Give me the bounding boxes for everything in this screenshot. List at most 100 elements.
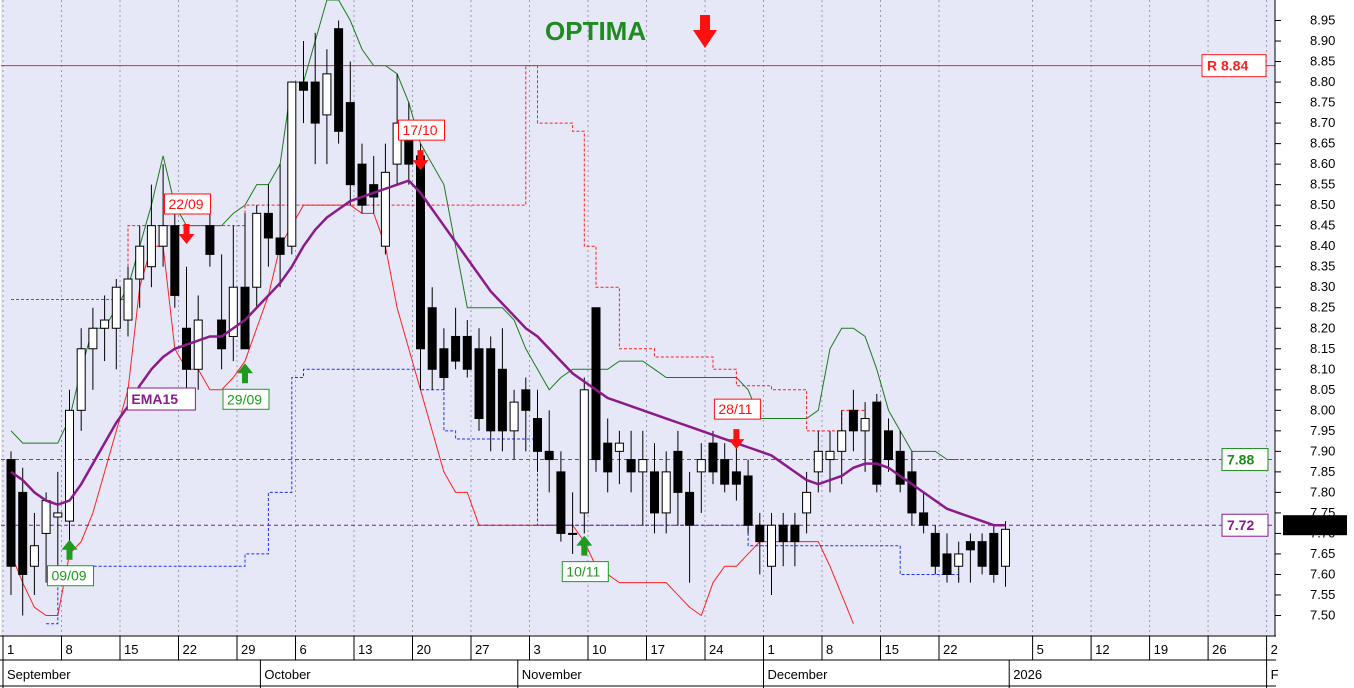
candle xyxy=(275,164,285,288)
candle xyxy=(731,443,741,501)
x-tick-label: 2 xyxy=(1271,642,1278,657)
x-tick-label: 1 xyxy=(768,642,775,657)
candle xyxy=(673,430,683,526)
candle-body xyxy=(977,541,987,567)
up-arrow-icon xyxy=(576,535,593,556)
y-tick-label: 8.90 xyxy=(1310,33,1335,48)
x-tick-label: 15 xyxy=(885,642,899,657)
month-label: F xyxy=(1271,667,1279,682)
x-tick-label: 6 xyxy=(300,642,307,657)
month-label: November xyxy=(522,667,583,682)
candle-body xyxy=(41,500,51,534)
candle-body xyxy=(462,335,472,370)
candles xyxy=(6,20,1010,616)
candle xyxy=(182,266,191,390)
signal-label-box xyxy=(561,561,609,583)
candle-body xyxy=(88,327,98,350)
y-tick-label: 8.25 xyxy=(1310,300,1335,315)
candle xyxy=(977,533,987,575)
candle-body xyxy=(825,450,835,461)
y-tick-label: 8.60 xyxy=(1310,156,1335,171)
candle-body xyxy=(767,524,776,567)
signal-label-text: 10/11 xyxy=(566,564,600,580)
candle-body xyxy=(334,28,344,132)
y-tick-label: 8.65 xyxy=(1310,136,1335,151)
candle-body xyxy=(731,471,741,485)
candle xyxy=(65,389,74,542)
y-tick-label: 8.10 xyxy=(1310,361,1335,376)
month-label: December xyxy=(768,667,829,682)
candle-body xyxy=(743,475,753,526)
candle-body xyxy=(451,335,461,362)
y-tick-label: 8.55 xyxy=(1310,177,1335,192)
month-label: September xyxy=(7,667,71,682)
candle-body xyxy=(919,512,929,526)
candle xyxy=(521,377,531,452)
candle xyxy=(556,451,566,542)
candle xyxy=(100,295,110,362)
x-tick-label: 19 xyxy=(1154,642,1168,657)
candle-body xyxy=(895,450,905,485)
y-tick-label: 7.55 xyxy=(1310,587,1335,602)
candle xyxy=(778,512,788,567)
y-tick-label: 8.35 xyxy=(1310,259,1335,274)
candle xyxy=(111,279,121,370)
signal-label-text: 17/10 xyxy=(403,122,438,138)
candle-body xyxy=(884,430,893,461)
candle-body xyxy=(135,245,145,280)
candle xyxy=(720,443,730,493)
candle xyxy=(158,164,168,267)
candle xyxy=(942,533,952,583)
candle xyxy=(439,328,449,390)
candle xyxy=(310,32,320,165)
up-arrow-icon xyxy=(237,363,253,384)
candle-body xyxy=(685,491,695,526)
candle-body xyxy=(708,442,718,473)
candle-body xyxy=(989,532,999,575)
x-tick-label: 27 xyxy=(475,642,489,657)
candle-body xyxy=(416,155,425,350)
down-arrow-icon xyxy=(412,150,429,171)
candle xyxy=(18,467,28,616)
candle-body xyxy=(802,491,812,514)
candle-body xyxy=(942,553,952,575)
x-tick-label: 10 xyxy=(592,642,606,657)
candle xyxy=(240,213,250,350)
candle xyxy=(1001,521,1010,587)
candle xyxy=(579,377,589,534)
candle-body xyxy=(509,401,519,432)
candle-body xyxy=(696,459,706,473)
signal-label-box xyxy=(47,565,94,587)
candle xyxy=(767,512,776,595)
candle-body xyxy=(53,512,63,518)
candle-body xyxy=(790,524,800,543)
candle-body xyxy=(158,225,168,247)
signal-label-box xyxy=(222,388,270,410)
level-label-resistance: R 8.84 xyxy=(1201,54,1267,78)
candle-body xyxy=(123,278,133,321)
candle-body xyxy=(345,102,355,186)
candle-body xyxy=(380,171,390,247)
y-tick-label: 8.40 xyxy=(1310,238,1335,253)
signals: 09/09 22/09 29/09 17/10 10/11 28/11 xyxy=(47,119,761,587)
candle-body xyxy=(275,237,285,255)
candle xyxy=(860,402,870,472)
last-price-box xyxy=(1283,515,1347,536)
candle xyxy=(568,492,578,554)
candle xyxy=(205,213,215,267)
candle-body xyxy=(205,225,215,255)
y-tick-label: 8.85 xyxy=(1310,54,1335,69)
candle-body xyxy=(533,418,542,452)
x-tick-label: 1 xyxy=(7,642,14,657)
y-tick-label: 8.95 xyxy=(1310,13,1335,28)
signal-sell-17-10: 17/10 xyxy=(398,119,445,171)
y-tick-label: 8.05 xyxy=(1310,382,1335,397)
candle-body xyxy=(170,225,180,296)
candle xyxy=(287,81,297,255)
candle xyxy=(825,430,835,493)
candle xyxy=(614,430,624,485)
candle xyxy=(989,525,999,583)
candle xyxy=(848,389,858,452)
candle xyxy=(123,266,133,337)
upper-band-line xyxy=(10,0,959,461)
